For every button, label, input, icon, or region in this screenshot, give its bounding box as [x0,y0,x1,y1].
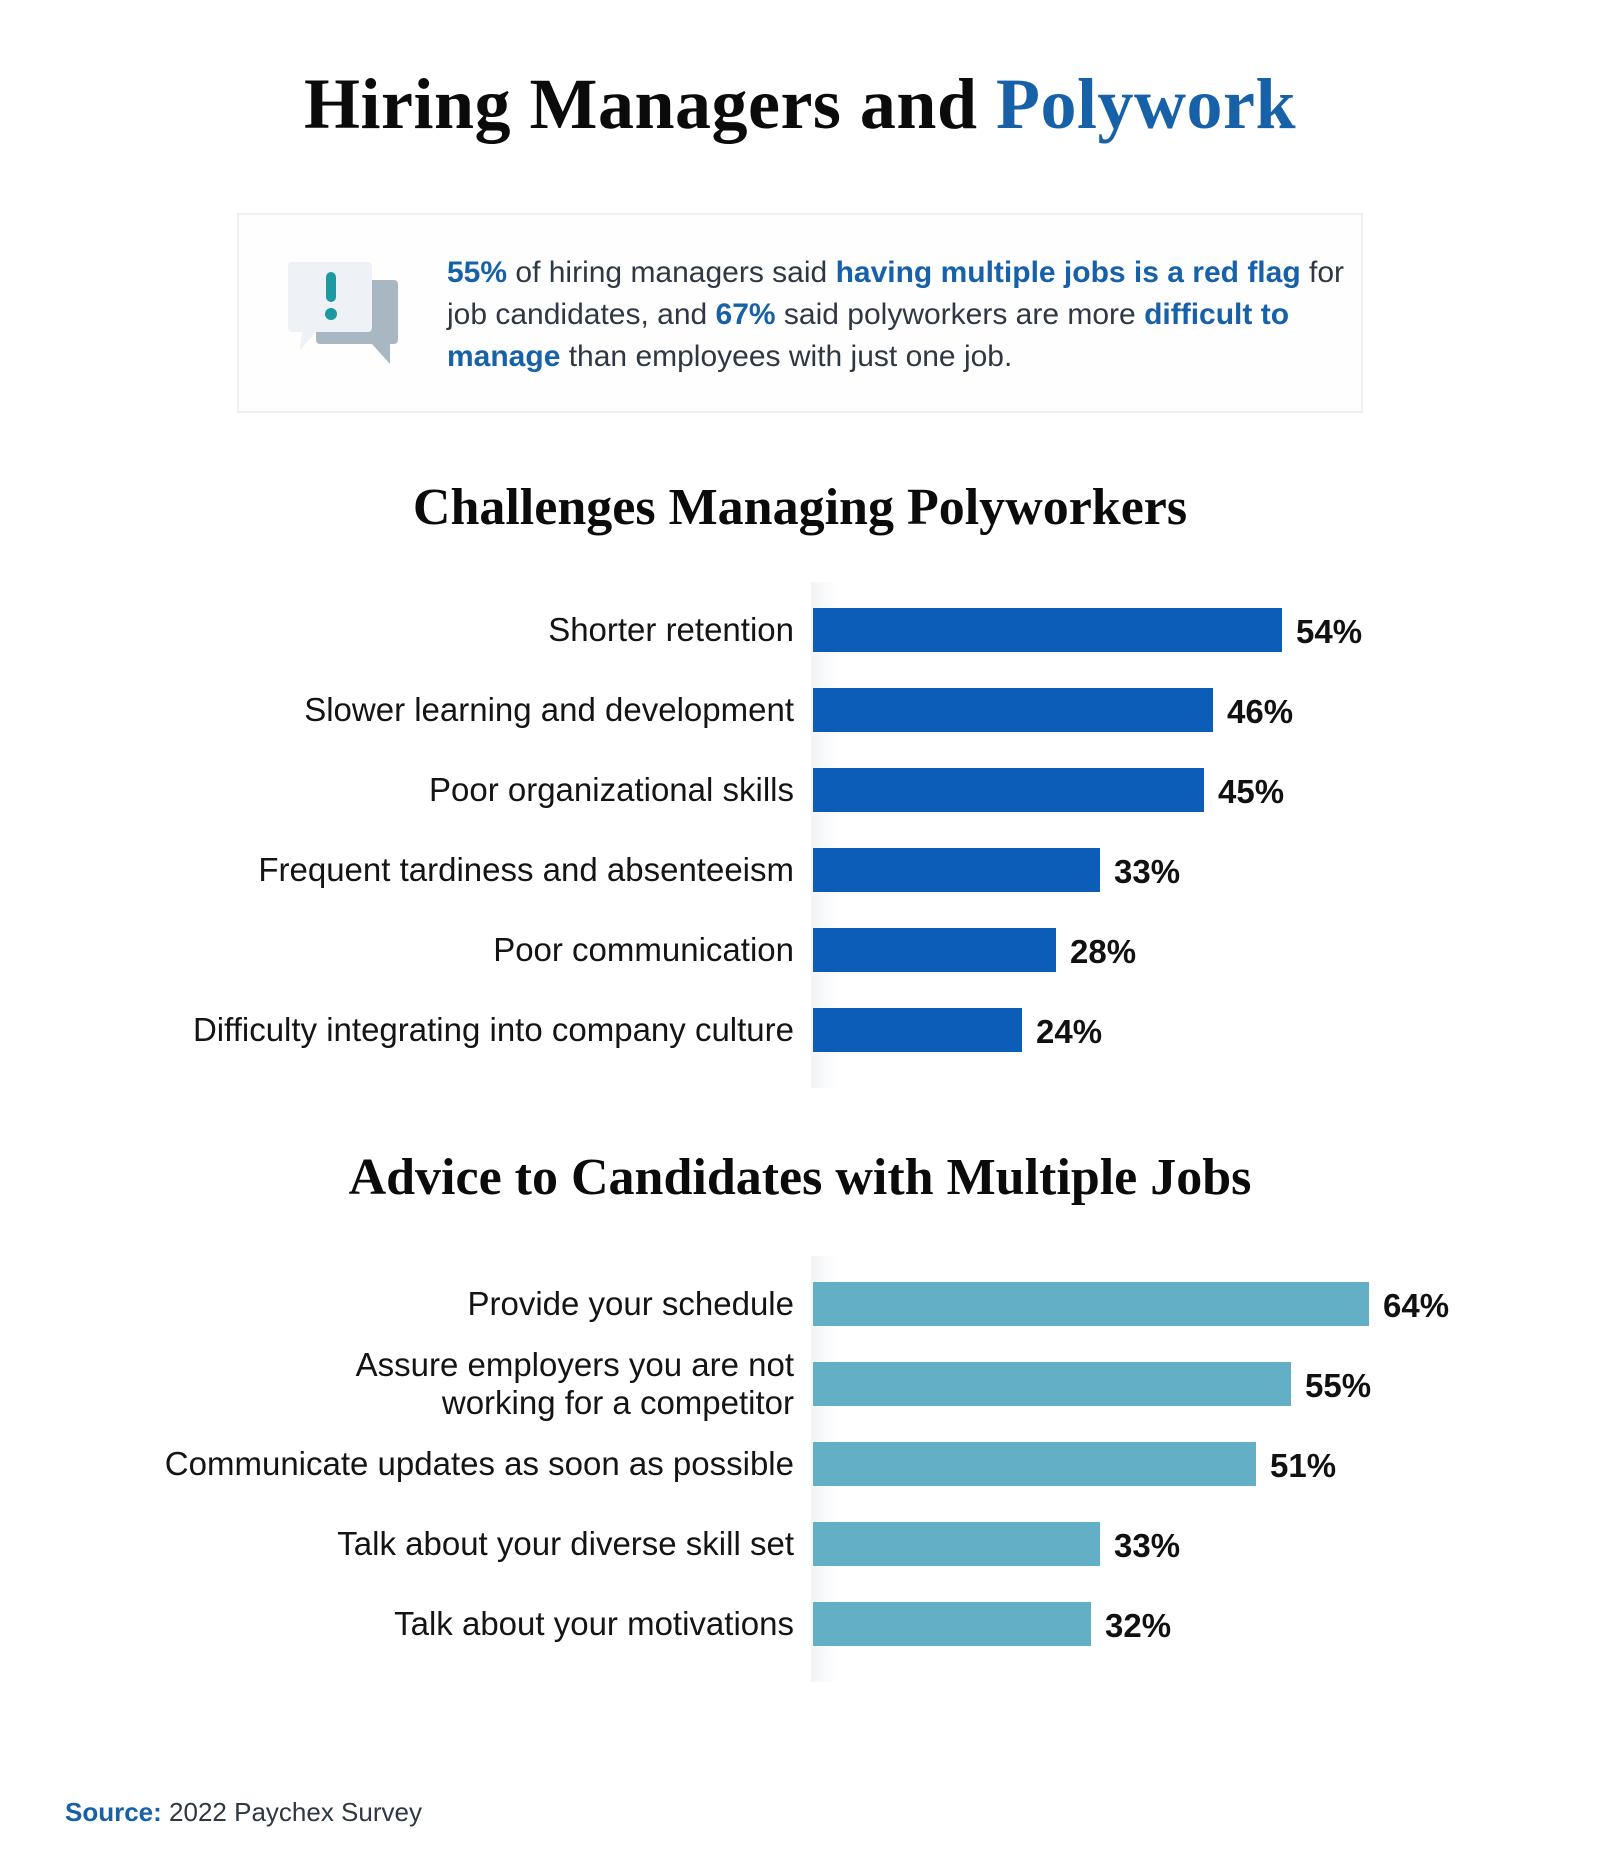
source-note: Source: 2022 Paychex Survey [65,1796,422,1828]
chart-2-title: Advice to Candidates with Multiple Jobs [348,1149,1252,1206]
summary-text-segment: for job candidates, and [447,256,1345,331]
bar-value-label: 33% [1114,1527,1181,1564]
bar [813,768,1204,812]
bar-category-label-line: Poor communication [493,931,794,968]
source-text: 2022 Paychex Survey [161,1797,422,1827]
bar-category-label: Shorter retention [34,590,794,670]
bar-category-label: Difficulty integrating into company cult… [34,990,794,1070]
bar-category-label-line: Poor organizational skills [428,771,794,808]
bar [813,848,1100,892]
bar-category-label-line: Talk about your motivations [394,1605,794,1642]
bar [813,928,1056,972]
bar-category-label-line: Talk about your diverse skill set [337,1525,794,1562]
bar-value-label: 28% [1070,933,1137,970]
title-accent-text: Polywork [996,64,1296,144]
bar-value-label: 46% [1227,693,1294,730]
source-label: Source: [65,1797,162,1827]
bar [813,608,1282,652]
bar [813,1008,1022,1052]
bar-category-label: Assure employers you are not working for … [34,1344,794,1424]
bar-category-label: Frequent tardiness and absenteeism [34,830,794,910]
bar [813,1522,1100,1566]
bar-category-label: Talk about your diverse skill set [34,1504,794,1584]
bar [813,688,1213,732]
chart-axis-strip [811,582,837,1088]
bar-value-label: 32% [1105,1607,1172,1644]
summary-text: 55% of hiring managers said having multi… [447,252,1347,378]
bar-category-label-line: Difficulty integrating into company cult… [192,1011,794,1048]
bar-category-label: Talk about your motivations [34,1584,794,1664]
bar [813,1602,1091,1646]
summary-text-segment: than employees with just one job. [560,340,1013,373]
summary-text-segment: of hiring managers said [507,256,836,289]
speech-bubbles-exclamation-icon [286,258,402,368]
bar-category-label-line: Assure employers you are not [355,1346,794,1383]
bar-value-label: 51% [1270,1447,1337,1484]
stat-67-percent: 67% [715,298,776,331]
bar [813,1442,1256,1486]
bar-value-label: 54% [1296,613,1363,650]
bar-category-label-line: Slower learning and development [304,691,794,728]
page-title: Hiring Managers and Polywork [0,62,1600,146]
chart-1-title: Challenges Managing Polyworkers [412,479,1188,536]
bar-category-label: Poor communication [34,910,794,990]
bar-category-label-line: Communicate updates as soon as possible [164,1445,794,1482]
bar-value-label: 45% [1218,773,1285,810]
summary-callout-box [237,213,1363,413]
bar-category-label: Slower learning and development [34,670,794,750]
highlight-difficult-to-manage: difficult to manage [447,298,1290,373]
bar-value-label: 64% [1383,1287,1450,1324]
bar [813,1282,1369,1326]
bar [813,1362,1291,1406]
bar-value-label: 55% [1305,1367,1372,1404]
bar-value-label: 24% [1036,1013,1103,1050]
bar-value-label: 33% [1114,853,1181,890]
bar-category-label-line: Shorter retention [548,611,794,648]
summary-text-segment: said polyworkers are more [775,298,1145,331]
stat-55-percent: 55% [447,256,508,289]
bar-category-label-line: Provide your schedule [467,1285,794,1322]
bar-category-label-line: Frequent tardiness and absenteeism [258,851,794,888]
title-main-text: Hiring Managers and [303,64,997,144]
bar-category-label: Provide your schedule [34,1264,794,1344]
bar-category-label: Communicate updates as soon as possible [34,1424,794,1504]
bar-category-label: Poor organizational skills [34,750,794,830]
bar-category-label-line: working for a competitor [441,1384,794,1421]
highlight-red-flag: having multiple jobs is a red flag [835,256,1301,289]
